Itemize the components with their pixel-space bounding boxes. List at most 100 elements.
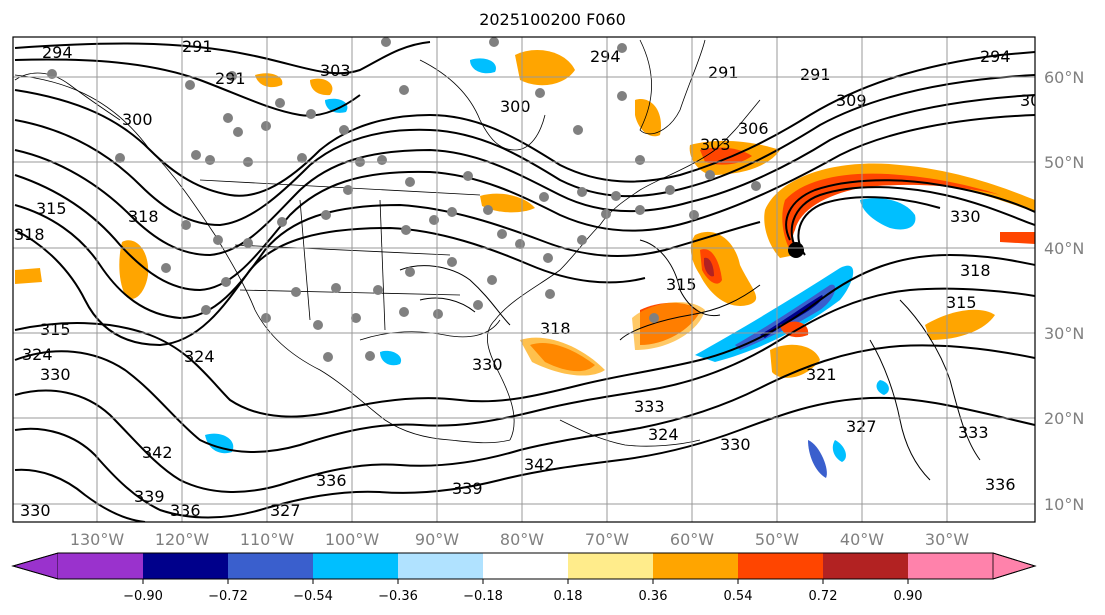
latitude-labels: 60°N 50°N 40°N 30°N 20°N 10°N xyxy=(1044,68,1084,514)
state-border-5 xyxy=(239,289,461,296)
station-dot xyxy=(321,210,331,220)
contour-306 xyxy=(14,94,1035,257)
station-dot xyxy=(577,235,587,245)
lat-label: 10°N xyxy=(1044,495,1084,514)
station-dot xyxy=(331,283,341,293)
contour-cyclone-ring2 xyxy=(790,186,1035,253)
lon-label: 50°W xyxy=(755,530,799,549)
colorbar-segment xyxy=(11,552,59,580)
thin-contour-4 xyxy=(419,297,476,313)
contour-label: 330 xyxy=(472,355,503,374)
contour-label: 333 xyxy=(634,397,665,416)
station-dot xyxy=(617,43,627,53)
station-dot xyxy=(577,187,587,197)
station-dot xyxy=(205,155,215,165)
station-dot xyxy=(261,121,271,131)
lon-label: 90°W xyxy=(415,530,459,549)
contour-label: 339 xyxy=(134,487,165,506)
station-dot xyxy=(433,309,443,319)
station-dot xyxy=(635,205,645,215)
contour-label: 306 xyxy=(738,119,769,138)
station-dot xyxy=(365,351,375,361)
station-dot xyxy=(535,88,545,98)
lon-label: 30°W xyxy=(925,530,969,549)
colorbar-tick-label: −0.36 xyxy=(378,589,418,604)
thin-contour-6 xyxy=(869,339,931,481)
contour-label: 330 xyxy=(950,207,981,226)
shaded-cyclone-blue xyxy=(860,198,916,230)
shaded-newfoundland-orange xyxy=(480,193,535,213)
lat-label: 50°N xyxy=(1044,153,1084,172)
station-dot xyxy=(306,109,316,119)
colorbar-segment xyxy=(992,552,1037,580)
contour-label: 318 xyxy=(14,225,45,244)
station-dot xyxy=(573,125,583,135)
station-dots xyxy=(47,37,761,362)
contour-label: 318 xyxy=(960,261,991,280)
station-dot xyxy=(665,185,675,195)
station-dot xyxy=(323,352,333,362)
station-dot xyxy=(185,80,195,90)
contour-label: 294 xyxy=(590,47,621,66)
contour-339 xyxy=(14,468,146,522)
station-dot xyxy=(545,289,555,299)
shaded-pacific-4 xyxy=(310,78,333,96)
station-dot xyxy=(191,150,201,160)
station-dot xyxy=(487,275,497,285)
lat-label: 60°N xyxy=(1044,68,1084,87)
coastline-alaska xyxy=(14,72,121,121)
station-dot xyxy=(213,235,223,245)
state-border-4 xyxy=(379,199,386,331)
contour-cyclone-ring3 xyxy=(797,196,941,256)
station-dot xyxy=(377,155,387,165)
station-dot xyxy=(343,185,353,195)
coastline-greenland xyxy=(639,39,706,135)
shaded-regions xyxy=(15,50,1035,478)
shaded-caribbean-outer xyxy=(520,337,605,376)
station-dot xyxy=(291,287,301,297)
colorbar-segment xyxy=(313,553,398,579)
colorbar-tick-label: −0.72 xyxy=(208,589,248,604)
station-dot xyxy=(181,220,191,230)
station-dot xyxy=(405,177,415,187)
colorbar-segment xyxy=(823,553,908,579)
shaded-positive-ridge-inner xyxy=(704,257,714,277)
contour-label: 327 xyxy=(846,417,877,436)
shaded-east-orange xyxy=(1000,232,1035,244)
contour-label: 303 xyxy=(320,61,351,80)
colorbar-tick-label: −0.54 xyxy=(293,589,333,604)
thin-contour-5 xyxy=(899,299,981,461)
shaded-cyclone-core xyxy=(782,173,1000,250)
contour-label: 324 xyxy=(648,425,679,444)
contour-label: 315 xyxy=(36,199,67,218)
contour-291 xyxy=(14,41,431,75)
contour-label: 336 xyxy=(985,475,1016,494)
lat-label: 20°N xyxy=(1044,409,1084,428)
colorbar-ticks xyxy=(142,579,909,584)
colorbar-tick-label: −0.18 xyxy=(463,589,503,604)
station-dot xyxy=(275,98,285,108)
station-dot xyxy=(543,253,553,263)
contour-label: 330 xyxy=(20,501,51,520)
contour-label: 291 xyxy=(182,37,213,56)
station-dot xyxy=(405,267,415,277)
lon-label: 100°W xyxy=(325,530,380,549)
lon-label: 40°W xyxy=(840,530,884,549)
state-border-1 xyxy=(199,179,481,196)
state-border-3 xyxy=(299,199,311,321)
state-border-2 xyxy=(234,244,451,256)
shaded-north-orange xyxy=(515,50,575,86)
colorbar-segment xyxy=(738,553,823,579)
contour-330 xyxy=(14,287,1035,453)
contour-label: 291 xyxy=(215,69,246,88)
contour-336 xyxy=(14,396,1035,519)
thin-contour-1 xyxy=(619,284,761,341)
colorbar-tick-label: 0.18 xyxy=(554,589,583,604)
colorbar-tick-label: 0.90 xyxy=(894,589,923,604)
thin-contour-3 xyxy=(399,265,511,326)
contour-label: 315 xyxy=(40,320,71,339)
contour-333 xyxy=(14,344,1035,493)
station-dot xyxy=(261,313,271,323)
shaded-gulf-outer xyxy=(632,302,705,350)
colorbar-tick-label: −0.90 xyxy=(123,589,163,604)
